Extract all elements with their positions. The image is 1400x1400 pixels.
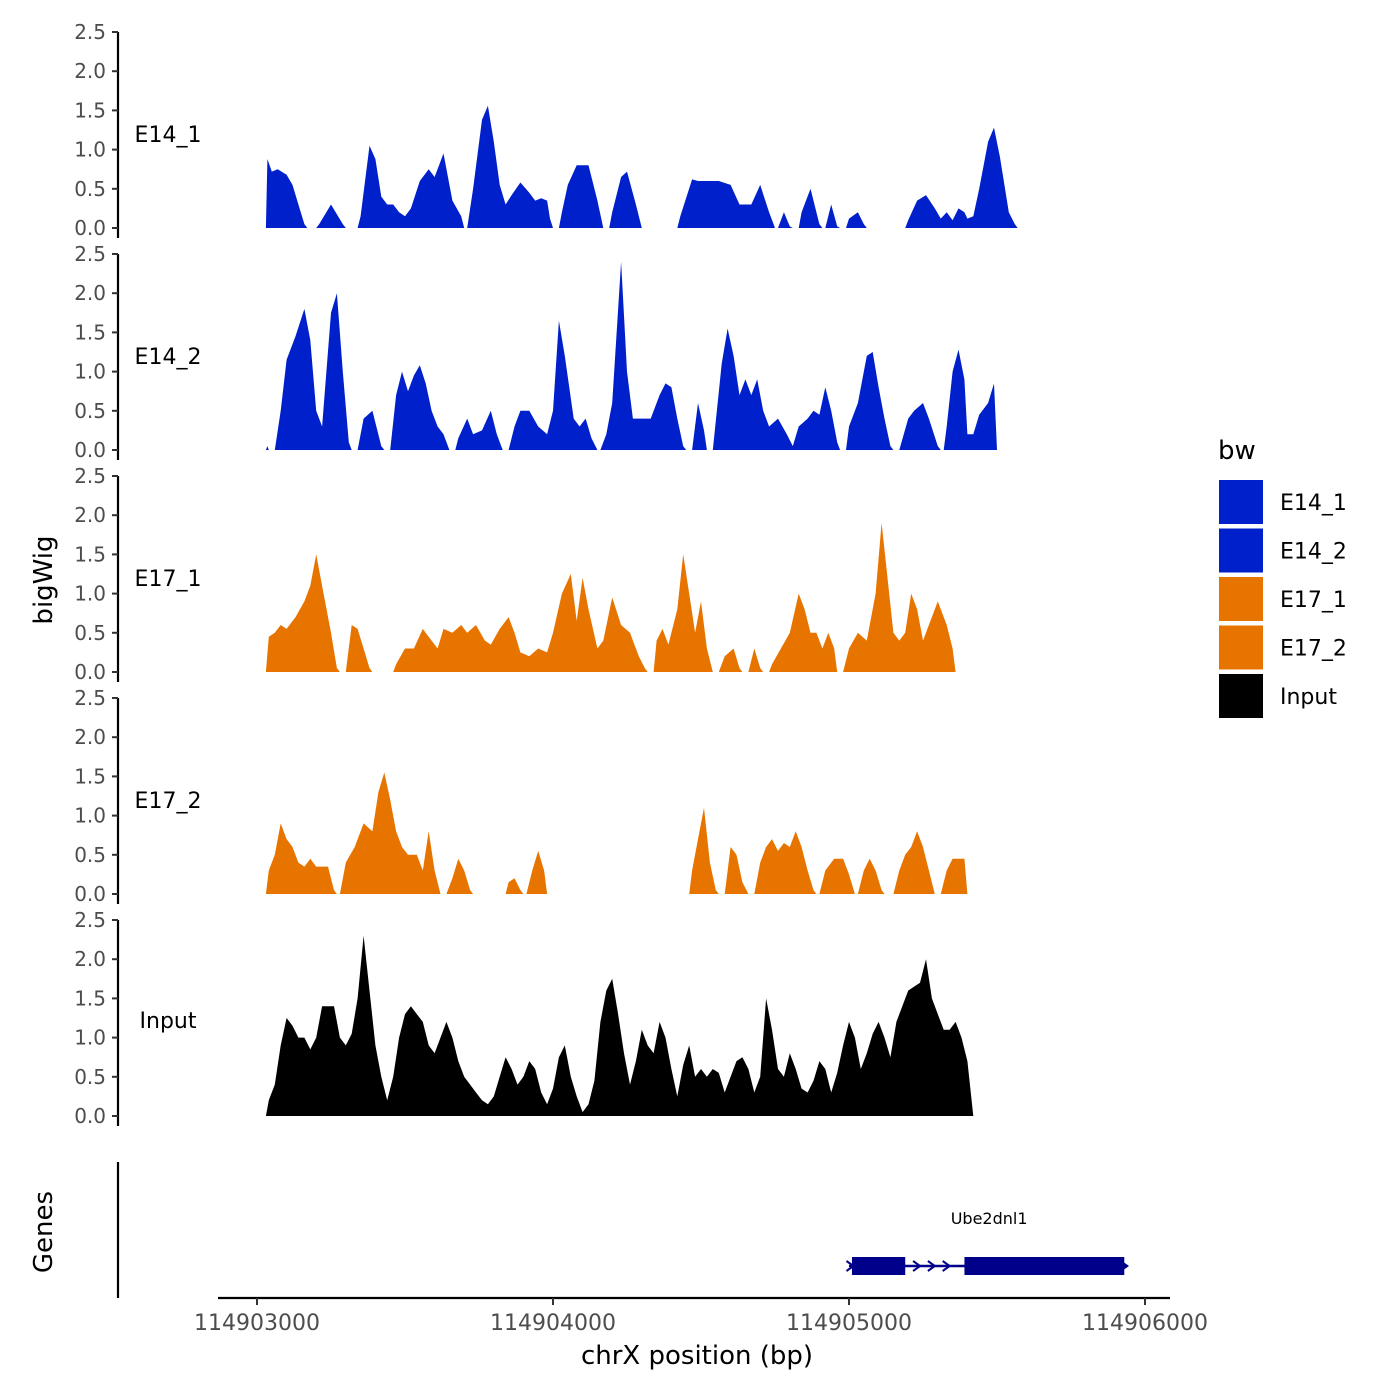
tracks-group: 0.0 0.5 1.0 1.5 2.0 2.5 E14_1 0.0 0.5 1.0 1.5 2.0 2.… — [74, 20, 1018, 1128]
x-axis: 114903000 114904000 114905000 114906000 — [194, 1296, 1208, 1336]
genes-axis-title: Genes — [29, 1191, 59, 1273]
gene-exon — [964, 1257, 1125, 1275]
y-tick-label: 2.0 — [74, 281, 106, 305]
y-tick-label: 0.0 — [74, 438, 106, 462]
y-tick-label: 0.0 — [74, 882, 106, 906]
legend-label-E14_1: E14_1 — [1280, 491, 1347, 516]
strand-arrow-icon — [942, 1260, 952, 1272]
track-label-E17_2: E17_2 — [135, 789, 202, 814]
x-axis-title: chrX position (bp) — [581, 1341, 813, 1371]
track-label-Input: Input — [140, 1009, 197, 1034]
area-E14_2 — [265, 261, 997, 450]
strand-arrow-icon — [1119, 1260, 1130, 1272]
legend-label-E14_2: E14_2 — [1280, 540, 1347, 565]
y-tick-label: 0.5 — [74, 1065, 106, 1089]
y-tick-label: 1.0 — [74, 804, 106, 828]
y-tick-label: 0.0 — [74, 216, 106, 240]
track-label-E17_1: E17_1 — [135, 567, 202, 592]
track-E17_2: 0.0 0.5 1.0 1.5 2.0 2.5 E17_2 — [74, 686, 968, 906]
y-tick-label: 1.5 — [74, 320, 106, 344]
y-axis-title: bigWig — [29, 535, 59, 624]
x-tick-label: 114906000 — [1082, 1311, 1208, 1336]
strand-arrow-icon — [927, 1260, 937, 1272]
x-tick-label: 114903000 — [194, 1311, 320, 1336]
legend-key-E17_2 — [1219, 625, 1263, 670]
y-tick-label: 2.5 — [74, 242, 106, 266]
y-tick-label: 0.5 — [74, 621, 106, 645]
y-tick-label: 2.5 — [74, 908, 106, 932]
y-tick-label: 1.0 — [74, 1026, 106, 1050]
track-Input: 0.0 0.5 1.0 1.5 2.0 2.5 Input — [74, 908, 974, 1128]
y-tick-label: 2.5 — [74, 464, 106, 488]
track-E17_1: 0.0 0.5 1.0 1.5 2.0 2.5 E17_1 — [74, 464, 956, 684]
x-tick-label: 114904000 — [490, 1311, 616, 1336]
y-tick-label: 1.0 — [74, 138, 106, 162]
y-tick-label: 2.0 — [74, 503, 106, 527]
legend-key-E14_2 — [1219, 528, 1263, 573]
genes-panel: Ube2dnl1 — [116, 1162, 1130, 1298]
y-tick-label: 2.0 — [74, 59, 106, 83]
y-tick-label: 0.0 — [74, 1104, 106, 1128]
area-Input — [265, 935, 974, 1116]
y-tick-label: 0.5 — [74, 843, 106, 867]
legend-key-E14_1 — [1219, 480, 1263, 524]
y-tick-label: 2.0 — [74, 725, 106, 749]
legend-key-Input — [1219, 674, 1263, 718]
legend: bw E14_1 E14_2 E17_1 E17_2 Input — [1218, 436, 1347, 718]
area-E17_2 — [265, 772, 968, 894]
track-label-E14_1: E14_1 — [135, 123, 202, 148]
gene-Ube2dnl1: Ube2dnl1 — [845, 1209, 1130, 1275]
gene-exon — [851, 1257, 906, 1275]
gene-label: Ube2dnl1 — [951, 1209, 1028, 1228]
legend-label-E17_2: E17_2 — [1280, 637, 1347, 662]
track-E14_2: 0.0 0.5 1.0 1.5 2.0 2.5 E14_2 — [74, 242, 997, 462]
y-tick-label: 1.0 — [74, 582, 106, 606]
y-tick-label: 0.5 — [74, 399, 106, 423]
legend-key-E17_1 — [1219, 577, 1263, 621]
legend-label-E17_1: E17_1 — [1280, 588, 1347, 613]
y-tick-label: 2.5 — [74, 686, 106, 710]
y-tick-label: 2.5 — [74, 20, 106, 44]
y-tick-label: 1.5 — [74, 98, 106, 122]
y-tick-label: 0.5 — [74, 177, 106, 201]
y-tick-label: 0.0 — [74, 660, 106, 684]
y-tick-label: 1.5 — [74, 986, 106, 1010]
y-tick-label: 1.0 — [74, 360, 106, 384]
area-E17_1 — [265, 523, 956, 672]
y-tick-label: 1.5 — [74, 542, 106, 566]
track-E14_1: 0.0 0.5 1.0 1.5 2.0 2.5 E14_1 — [74, 20, 1018, 240]
legend-label-Input: Input — [1280, 685, 1337, 710]
strand-arrow-icon — [845, 1260, 856, 1272]
legend-title: bw — [1218, 436, 1256, 466]
area-E14_1 — [265, 105, 1018, 228]
strand-arrow-icon — [912, 1260, 922, 1272]
y-tick-label: 1.5 — [74, 764, 106, 788]
y-tick-label: 2.0 — [74, 947, 106, 971]
x-tick-label: 114905000 — [786, 1311, 912, 1336]
track-label-E14_2: E14_2 — [135, 345, 202, 370]
